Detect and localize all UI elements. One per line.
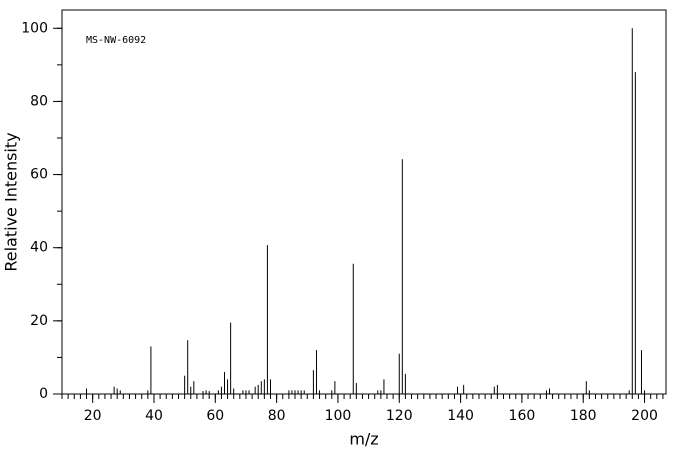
x-tick-label: 100 <box>325 408 352 424</box>
y-tick-label: 100 <box>21 20 48 36</box>
plot-frame <box>61 9 667 395</box>
annotation: MS-NW-6092 <box>86 35 146 46</box>
y-tick-label: 80 <box>30 93 48 109</box>
x-tick-label: 140 <box>447 408 474 424</box>
x-tick-label: 120 <box>386 408 413 424</box>
x-tick-label: 20 <box>84 408 102 424</box>
x-tick-label: 160 <box>509 408 536 424</box>
y-tick-label: 0 <box>39 386 48 402</box>
x-tick-label: 180 <box>570 408 597 424</box>
x-tick-label: 60 <box>206 408 224 424</box>
x-axis-label: m/z <box>349 430 378 449</box>
y-axis-label: Relative Intensity <box>2 132 21 271</box>
x-tick-label: 40 <box>145 408 163 424</box>
y-tick-label: 60 <box>30 167 48 183</box>
x-tick-label: 200 <box>631 408 658 424</box>
x-tick-label: 80 <box>268 408 286 424</box>
y-tick-label: 40 <box>30 240 48 256</box>
y-tick-label: 20 <box>30 313 48 329</box>
